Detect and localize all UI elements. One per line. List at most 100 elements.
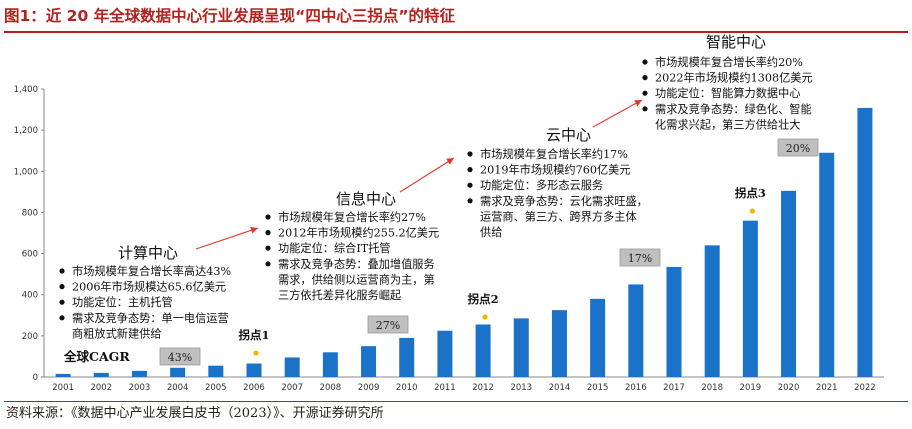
stage-bullet: 运营商、第三方、跨界方多主体 [480,209,637,223]
cagr-heading: 全球CAGR [63,349,130,364]
stage-bullet: 功能定位：智能算力数据中心 [655,86,800,100]
cagr-badge-value: 17% [628,252,652,265]
trend-arrowhead [634,100,642,107]
y-axis: 0 200 400 600 800 1,000 1,200 1,400 [14,85,45,383]
stage-bullet: 2012年市场规模约255.2亿美元 [278,226,439,240]
bullet-dot [642,75,648,81]
cagr-badge-value: 43% [168,351,192,364]
bullet-dot [467,182,473,188]
stage-bullet: 需求及竞争态势：叠加增值服务 [278,257,435,271]
bullet-dot [59,268,65,274]
bar-2021 [819,152,835,377]
stage-bullet: 功能定位：多形态云服务 [480,178,603,192]
stage-bullet: 需求及竞争态势：绿色化、智能 [655,102,812,116]
inflection-label: 拐点2 [468,292,499,306]
x-tick-label: 2022 [854,383,876,393]
y-tick-label: 800 [22,208,38,218]
x-tick-label: 2004 [167,383,189,393]
x-tick-label: 2001 [52,383,74,393]
trend-arrowhead [250,226,258,234]
bar-2013 [513,318,529,377]
bullet-dot [467,151,473,157]
stage-title: 信息中心 [336,190,396,208]
x-tick-label: 2015 [587,383,609,393]
bar-2005 [208,365,224,377]
stage-bullet: 市场规模年复合增长率约20% [655,55,803,69]
bullet-dot [59,315,65,321]
stage-bullet: 需求及竞争态势：云化需求旺盛， [480,194,648,208]
title-divider [4,31,908,33]
y-tick-label: 600 [22,250,38,260]
stage-bullet: 功能定位：综合IT托管 [278,241,391,255]
bar-2014 [551,310,567,377]
bullet-dot [642,90,648,96]
bar-2010 [399,337,415,377]
bar-2009 [361,346,377,377]
bullet-dot [467,198,473,204]
trend-arrow [399,157,455,193]
bar-2022 [857,107,873,377]
x-tick-label: 2018 [701,383,723,393]
x-tick-label: 2010 [396,383,418,393]
bullet-dot [59,284,65,290]
stage-bullet: 三方依托差异化服务崛起 [278,288,401,302]
bullet-dot [467,167,473,173]
bar-2003 [131,370,147,377]
y-tick-label: 1,000 [14,167,38,177]
x-tick-label: 2011 [434,383,456,393]
x-tick-label: 2019 [740,383,762,393]
x-tick-label: 2003 [129,383,151,393]
x-tick-label: 2008 [320,383,342,393]
trend-arrow [195,227,259,250]
x-tick-label: 2002 [90,383,112,393]
trend-arrowhead [446,158,454,165]
x-tick-label: 2012 [472,383,494,393]
bar-2008 [322,352,338,377]
cagr-badge-value: 20% [786,142,810,155]
bullet-dot [265,214,271,220]
cagr-badge [619,248,661,267]
x-tick-label: 2014 [549,383,571,393]
bar-2017 [666,266,682,377]
bar-2004 [170,367,186,377]
stage-bullet: 2022年市场规模约1308亿美元 [655,71,813,85]
bullet-dot [59,299,65,305]
stage-title: 智能中心 [706,33,766,51]
stage-bullet: 市场规模年复合增长率约17% [480,147,628,161]
cagr-badge-value: 27% [376,319,400,332]
cagr-badge [159,347,201,366]
x-tick-label: 2005 [205,383,227,393]
source-divider [4,401,908,402]
bar-2011 [437,330,453,377]
cagr-badge [777,138,819,157]
bullet-dot [265,261,271,267]
bar-2006 [246,363,262,377]
y-tick-label: 200 [22,332,38,342]
bar-2016 [628,284,644,377]
cagr-badge [367,315,409,334]
bullet-dot [265,245,271,251]
y-tick-label: 400 [22,291,38,301]
stage-bullet: 市场规模年复合增长率约27% [278,210,426,224]
y-tick-label: 1,400 [14,85,38,95]
inflection-dot [482,314,488,320]
stage-title: 计算中心 [118,244,178,262]
bar-2020 [781,190,797,377]
inflection-dot [253,350,259,356]
stage-bullet: 市场规模年复合增长率高达43% [72,264,231,278]
stage-bullet: 化需求兴起，第三方供给壮大 [655,117,800,131]
x-tick-label: 2009 [358,383,380,393]
stage-title: 云中心 [546,126,591,144]
x-tick-label: 2006 [243,383,265,393]
bar-2002 [93,372,109,377]
y-tick-label: 0 [33,373,38,383]
stage-bullet: 供给 [480,225,502,239]
stage-bullet: 功能定位：主机托管 [72,295,173,309]
bar-2007 [284,357,300,377]
bar-2015 [590,298,606,377]
inflection-label: 拐点1 [238,328,269,342]
source-note: 资料来源：《数据中心产业发展白皮书（2023）》、开源证券研究所 [6,406,384,421]
inflection-label: 拐点3 [735,186,766,200]
bar-series [55,107,873,377]
